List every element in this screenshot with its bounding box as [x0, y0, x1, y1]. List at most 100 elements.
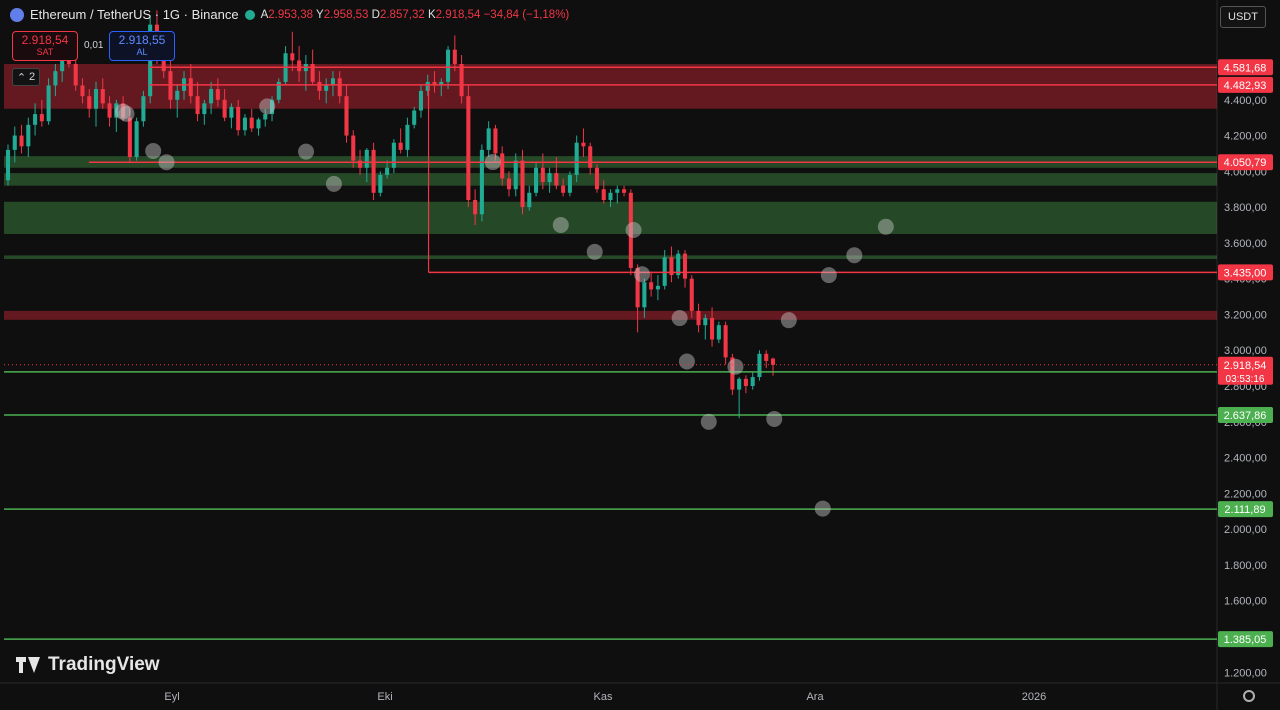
candle-body — [669, 257, 674, 276]
candle-body — [743, 378, 748, 387]
symbol-title[interactable]: Ethereum / TetherUS · 1G · Binance — [30, 7, 239, 22]
marker-circle — [846, 247, 863, 264]
candle-body — [371, 149, 376, 193]
candle-body — [696, 310, 701, 326]
x-tick-label: Ara — [806, 691, 824, 703]
candle-body — [493, 128, 498, 154]
candle-body — [39, 114, 44, 122]
tradingview-logo-icon — [16, 657, 42, 673]
low-value: 2.857,32 — [379, 8, 425, 21]
indicators-toggle[interactable]: ⌃ 2 — [12, 68, 40, 86]
candle-body — [127, 117, 132, 158]
marker-circle — [552, 217, 569, 234]
candle-body — [19, 135, 24, 147]
candle-body — [655, 285, 660, 290]
candle-body — [418, 90, 423, 111]
candle-body — [121, 103, 126, 118]
candle-body — [33, 114, 38, 125]
candle-body — [26, 124, 31, 147]
marker-circle — [820, 267, 837, 284]
x-tick-label: Eki — [377, 691, 392, 703]
candle-body — [358, 160, 363, 168]
candle-body — [175, 90, 180, 100]
low-label: D — [371, 8, 380, 21]
candle-body — [324, 85, 329, 91]
candle-body — [391, 142, 396, 168]
buy-label: AL — [136, 47, 148, 57]
candle-body — [290, 53, 295, 61]
level-price-tag-text: 2.111,89 — [1224, 504, 1265, 516]
candle-body — [486, 128, 491, 150]
change-value: −34,84 (−1,18%) — [483, 8, 570, 21]
y-tick-label: 3.200,00 — [1224, 309, 1267, 321]
candle-body — [723, 325, 728, 358]
candle-body — [710, 318, 715, 340]
candle-body — [229, 106, 234, 118]
currency-selector[interactable]: USDT — [1220, 6, 1266, 28]
current-price-tag-text: 2.918,54 — [1224, 360, 1267, 372]
candle-body — [622, 189, 627, 193]
marker-circle — [114, 103, 131, 120]
chart-header: Ethereum / TetherUS · 1G · Binance A2.95… — [10, 7, 569, 22]
marker-circle — [298, 143, 315, 160]
candle-body — [479, 149, 484, 215]
candle-body — [236, 106, 241, 131]
buy-button[interactable]: 2.918,55 AL — [109, 31, 175, 61]
y-tick-label: 2.000,00 — [1224, 524, 1267, 536]
candle-body — [188, 78, 193, 97]
candle-body — [473, 199, 478, 215]
candle-body — [310, 63, 315, 82]
candle-body — [682, 253, 688, 279]
marker-circle — [814, 500, 831, 517]
marker-circle — [586, 243, 603, 260]
settings-gear-icon[interactable] — [1243, 690, 1255, 702]
candle-body — [222, 99, 227, 118]
candle-body — [405, 124, 410, 150]
ohlc-readout: A2.953,38 Y2.958,53 D2.857,32 K2.918,54 … — [261, 9, 570, 21]
indicator-count: 2 — [29, 71, 36, 83]
candle-body — [412, 110, 417, 125]
candle-body — [500, 153, 505, 179]
candle-body — [317, 81, 322, 91]
candle-body — [60, 56, 65, 72]
candle-body — [757, 353, 762, 378]
candle-body — [330, 78, 335, 86]
sell-label: SAT — [36, 47, 54, 57]
candle-body — [649, 282, 654, 290]
candle-body — [114, 103, 119, 118]
y-tick-label: 1.200,00 — [1224, 667, 1267, 679]
candle-body — [378, 174, 383, 193]
marker-circle — [634, 266, 651, 283]
candle-body — [5, 149, 11, 181]
candle-body — [770, 358, 776, 365]
candle-body — [642, 282, 647, 308]
spread-value: 0,01 — [84, 40, 104, 51]
marker-circle — [678, 353, 695, 370]
close-label: K — [427, 8, 436, 21]
candle-body — [100, 89, 105, 104]
level-price-tag — [1218, 264, 1273, 281]
candle-body — [459, 63, 464, 97]
level-price-tag — [1218, 501, 1273, 518]
candle-body — [439, 81, 444, 86]
open-label: A — [260, 8, 269, 21]
candle-body — [567, 174, 572, 193]
sell-button[interactable]: 2.918,54 SAT — [12, 31, 78, 61]
candle-body — [398, 142, 403, 150]
candle-body — [703, 318, 708, 326]
candle-body — [635, 267, 640, 308]
candle-body — [195, 96, 200, 115]
candle-body — [689, 278, 694, 311]
candle-body — [520, 160, 525, 208]
candle-body — [527, 192, 532, 208]
candle-body — [716, 325, 721, 340]
sell-price: 2.918,54 — [21, 33, 69, 47]
tradingview-logo: TradingView — [16, 654, 160, 676]
candle-body — [276, 81, 281, 100]
candle-body — [202, 103, 207, 115]
zone-support — [4, 255, 1217, 259]
level-price-tag — [1218, 154, 1273, 171]
candle-body — [608, 192, 613, 200]
